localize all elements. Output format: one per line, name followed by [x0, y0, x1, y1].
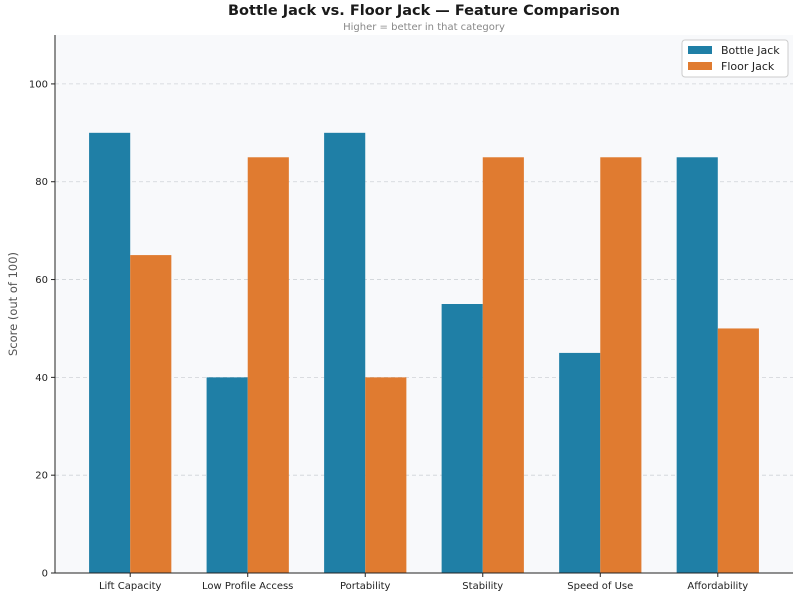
legend-label: Floor Jack: [721, 60, 775, 73]
bar-bottle-jack: [206, 377, 248, 573]
x-tick-label: Speed of Use: [567, 581, 633, 592]
bar-floor-jack: [365, 377, 407, 573]
chart-subtitle: Higher = better in that category: [343, 22, 505, 33]
bar-floor-jack: [600, 157, 642, 574]
x-tick-label: Stability: [462, 581, 503, 592]
legend-swatch: [688, 46, 712, 54]
y-tick-label: 100: [29, 79, 48, 90]
x-tick-label: Low Profile Access: [202, 581, 293, 592]
y-axis-label: Score (out of 100): [6, 252, 20, 356]
y-tick-label: 60: [35, 275, 48, 286]
x-tick-label: Portability: [340, 581, 391, 592]
y-tick-label: 40: [35, 373, 48, 384]
bar-floor-jack: [247, 157, 289, 574]
y-tick-label: 0: [42, 569, 48, 580]
chart-title: Bottle Jack vs. Floor Jack — Feature Com…: [228, 3, 620, 19]
bar-bottle-jack: [559, 352, 601, 573]
x-tick-label: Lift Capacity: [99, 581, 162, 592]
bar-bottle-jack: [676, 157, 718, 574]
legend-label: Bottle Jack: [721, 44, 780, 57]
bar-floor-jack: [482, 157, 524, 574]
plot-area: [55, 35, 793, 573]
x-tick-label: Affordability: [687, 581, 748, 592]
bar-bottle-jack: [89, 132, 131, 573]
bar-floor-jack: [130, 255, 172, 573]
bar-floor-jack: [717, 328, 759, 573]
bar-bottle-jack: [441, 304, 483, 573]
bar-bottle-jack: [324, 132, 366, 573]
y-tick-label: 80: [35, 177, 48, 188]
legend-swatch: [688, 62, 712, 70]
y-tick-label: 20: [35, 471, 48, 482]
legend: Bottle Jack Floor Jack: [681, 39, 789, 78]
